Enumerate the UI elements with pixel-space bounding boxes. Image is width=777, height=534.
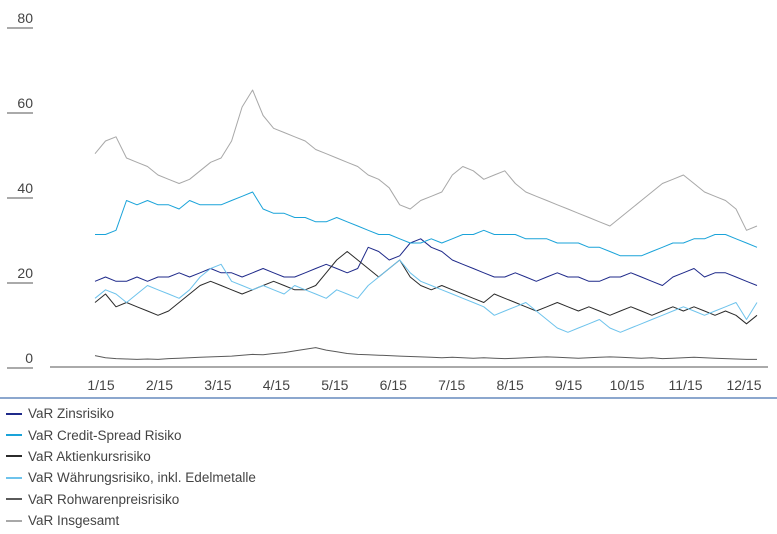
legend-item: VaR Währungsrisiko, inkl. Edelmetalle	[6, 467, 256, 488]
x-tick-label: 8/15	[497, 377, 524, 393]
legend-label: VaR Insgesamt	[28, 513, 120, 529]
legend-item: VaR Credit-Spread Risiko	[6, 424, 256, 445]
x-tick-label: 7/15	[438, 377, 465, 393]
legend-swatch	[6, 412, 22, 415]
legend-swatch	[6, 476, 22, 479]
series-line-1	[95, 191, 758, 257]
y-tick-label: 40	[17, 180, 33, 196]
x-tick-label: 3/15	[204, 377, 231, 393]
legend-label: VaR Rohwarenpreisrisiko	[28, 491, 180, 507]
series-line-2	[94, 251, 758, 325]
x-tick-label: 12/15	[726, 377, 761, 393]
x-tick-label: 9/15	[555, 377, 582, 393]
legend-item: VaR Rohwarenpreisrisiko	[6, 489, 256, 510]
y-axis: 0 20 40 60 80	[7, 10, 33, 369]
x-tick-label: 11/15	[669, 377, 703, 393]
legend-swatch	[6, 455, 22, 458]
legend-label: VaR Credit-Spread Risiko	[28, 427, 182, 443]
x-tick-label: 1/15	[87, 377, 114, 393]
x-tick-label: 4/15	[263, 377, 290, 393]
legend-item: VaR Zinsrisiko	[6, 403, 256, 424]
x-tick-label: 6/15	[380, 377, 407, 393]
x-tick-label: 2/15	[146, 377, 173, 393]
series-layer	[94, 89, 758, 360]
legend-swatch	[6, 434, 22, 437]
legend-label: VaR Aktienkursrisiko	[28, 448, 151, 464]
x-tick-label: 10/15	[610, 377, 645, 393]
y-tick-label: 60	[17, 95, 33, 111]
legend-label: VaR Zinsrisiko	[28, 406, 115, 422]
y-tick-label: 0	[25, 350, 33, 366]
legend-swatch	[6, 519, 22, 522]
series-line-3	[94, 259, 758, 333]
legend-label: VaR Währungsrisiko, inkl. Edelmetalle	[28, 470, 256, 486]
series-line-5	[94, 89, 758, 231]
legend: VaR Zinsrisiko VaR Credit-Spread Risiko Va…	[6, 403, 256, 531]
x-tick-label: 5/15	[321, 377, 348, 393]
y-tick-label: 20	[17, 265, 33, 281]
line-chart: 0 20 40 60 80 1/15 2/15 3/15 4/15 5/15 6/15 7/15 8/…	[0, 10, 777, 399]
series-line-4	[94, 347, 757, 360]
x-axis: 1/15 2/15 3/15 4/15 5/15 6/15 7/15 8/15 9/15 10/1…	[0, 366, 777, 399]
y-tick-label: 80	[17, 10, 33, 26]
series-line-0	[94, 238, 758, 286]
legend-item: VaR Aktienkursrisiko	[6, 446, 256, 467]
legend-item: VaR Insgesamt	[6, 510, 256, 531]
legend-swatch	[6, 498, 22, 501]
